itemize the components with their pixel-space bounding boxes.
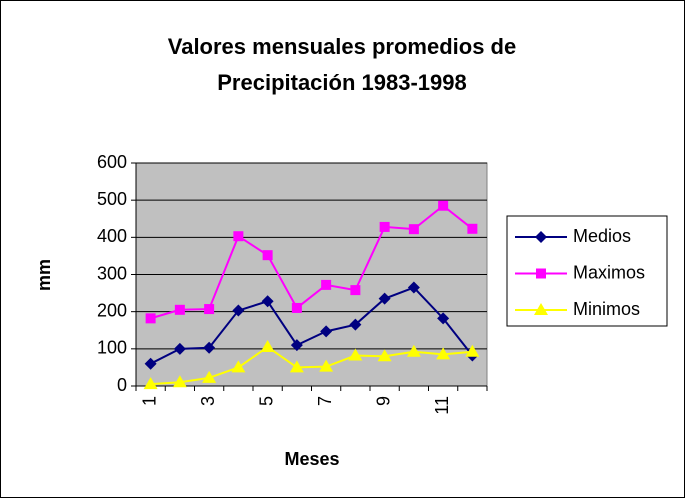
x-tick-label: 9: [373, 396, 393, 406]
marker: [204, 304, 215, 315]
y-tick-label: 0: [117, 375, 127, 395]
legend-label: Maximos: [573, 262, 645, 282]
marker: [291, 302, 302, 313]
marker: [260, 339, 275, 352]
marker: [377, 349, 392, 362]
marker: [320, 325, 333, 338]
legend-marker: [535, 231, 547, 243]
marker: [348, 348, 363, 361]
marker: [436, 347, 451, 360]
legend-marker: [534, 303, 548, 315]
chart-title: Valores mensuales promedios de: [168, 34, 516, 59]
marker: [261, 295, 274, 308]
marker: [437, 312, 450, 325]
x-tick-label: 5: [256, 396, 276, 406]
marker: [202, 370, 217, 383]
marker: [289, 360, 304, 373]
marker: [145, 313, 156, 324]
x-tick-label: 11: [432, 396, 452, 415]
y-tick-label: 400: [97, 226, 127, 246]
y-axis-title: mm: [34, 259, 54, 291]
marker: [172, 375, 187, 388]
y-tick-label: 600: [97, 152, 127, 172]
legend-box: [506, 215, 668, 327]
marker: [232, 304, 245, 317]
marker: [350, 285, 361, 296]
marker: [407, 281, 420, 294]
x-tick-label: 1: [139, 396, 159, 406]
legend-label: Minimos: [573, 299, 640, 319]
marker: [319, 359, 334, 372]
marker: [349, 318, 362, 331]
y-tick-label: 300: [97, 263, 127, 283]
marker: [203, 341, 216, 354]
marker: [144, 357, 157, 370]
marker: [262, 250, 273, 261]
marker: [408, 224, 419, 235]
marker: [174, 304, 185, 315]
series-line: [150, 345, 473, 386]
chart-title: Precipitación 1983-1998: [217, 70, 466, 95]
marker: [406, 344, 421, 357]
legend-label: Medios: [573, 226, 631, 246]
x-tick-label: 3: [198, 396, 218, 406]
x-axis-title: Meses: [284, 449, 339, 469]
y-tick-label: 100: [97, 338, 127, 358]
marker: [378, 292, 391, 305]
marker: [231, 360, 246, 373]
marker: [438, 200, 449, 211]
x-tick-label: 7: [315, 396, 335, 406]
marker: [143, 377, 158, 390]
marker: [467, 223, 478, 234]
marker: [321, 279, 332, 290]
marker: [465, 344, 480, 357]
marker: [233, 231, 244, 242]
marker: [173, 342, 186, 355]
y-tick-label: 500: [97, 189, 127, 209]
marker: [379, 221, 390, 232]
legend-marker: [536, 268, 546, 279]
y-tick-label: 200: [97, 300, 127, 320]
marker: [290, 339, 303, 352]
